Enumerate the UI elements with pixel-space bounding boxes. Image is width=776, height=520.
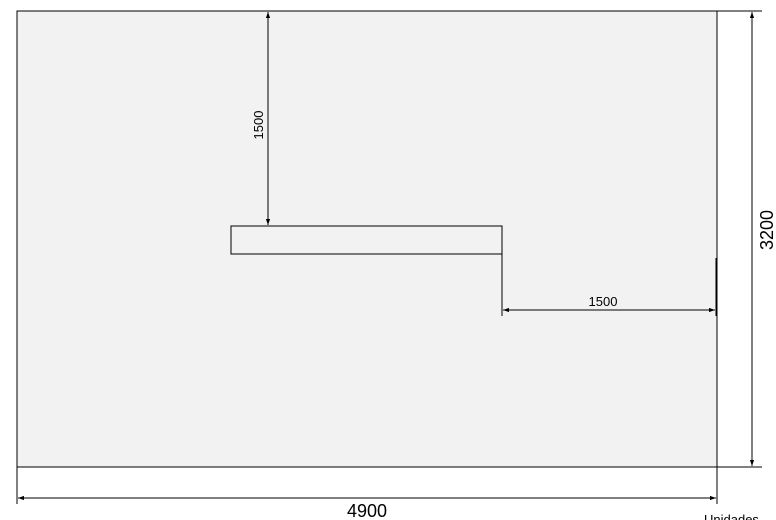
dimension-object-to-top: 1500 xyxy=(251,12,271,225)
dimension-label-room-width: 4900 xyxy=(347,501,387,520)
dimension-room-height: 3200 xyxy=(717,10,776,468)
dimension-label-object-to-right: 1500 xyxy=(589,294,618,309)
units-note: Unidades xyxy=(704,512,759,520)
dimension-object-to-right: 1500 xyxy=(501,254,717,316)
object-rectangle xyxy=(230,225,503,255)
dimension-room-width: 4900 xyxy=(16,467,718,520)
dimension-label-object-to-top: 1500 xyxy=(251,111,266,140)
dimension-label-room-height: 3200 xyxy=(757,210,776,250)
